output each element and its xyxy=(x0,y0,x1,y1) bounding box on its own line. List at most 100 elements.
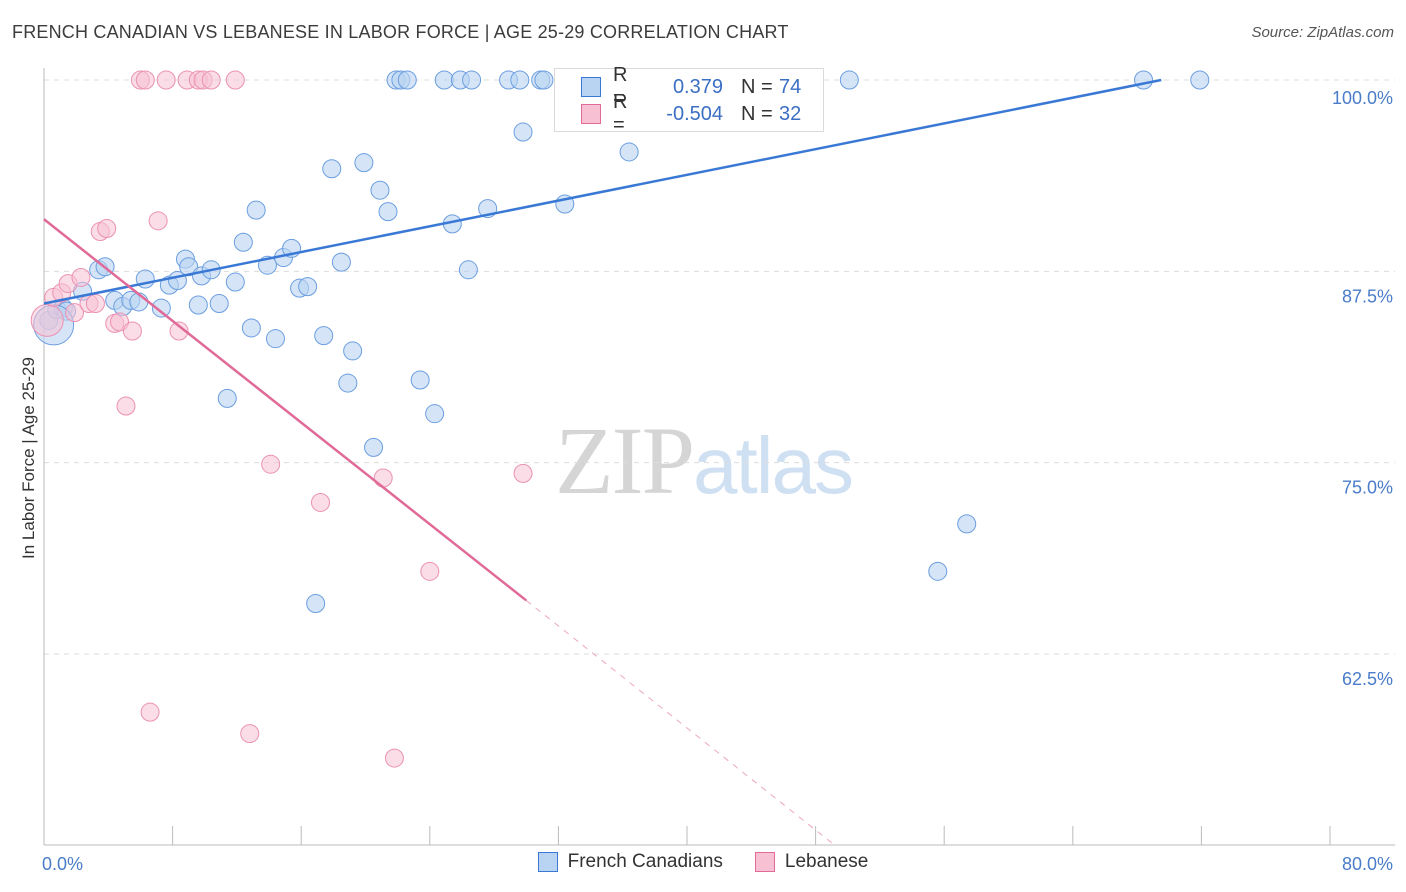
lebanese-point xyxy=(30,303,64,337)
lebanese-point xyxy=(110,312,130,332)
legend-item-lebanese: Lebanese xyxy=(754,851,869,873)
legend-r-value-french: 0.379 xyxy=(672,75,723,98)
y-tick-labels: 62.5% 75.0% 87.5% 100.0% xyxy=(1332,88,1393,689)
legend-r-value-lebanese: -0.504 xyxy=(666,102,723,125)
x-tick-label: 0.0% xyxy=(42,854,83,874)
french-canadian-point xyxy=(298,277,318,297)
french-canadian-point xyxy=(378,202,398,222)
source-label: Source: ZipAtlas.com xyxy=(1251,24,1394,41)
french-canadian-point xyxy=(241,318,261,338)
watermark: ZIPatlas xyxy=(555,405,854,516)
french-canadian-point xyxy=(331,252,351,272)
french-canadian-point xyxy=(397,70,417,90)
x-tick-labels: 0.0% 80.0% xyxy=(42,854,1393,874)
legend-row-french: R = 0.379 N = 74 xyxy=(555,64,802,109)
y-tick-label: 100.0% xyxy=(1332,88,1393,108)
chart-title: FRENCH CANADIAN VS LEBANESE IN LABOR FOR… xyxy=(12,22,789,42)
french-canadian-point xyxy=(370,180,390,200)
french-canadian-point xyxy=(225,272,245,292)
french-canadian-point xyxy=(1190,70,1210,90)
french-canadian-point xyxy=(354,153,374,173)
lebanese-points xyxy=(30,70,533,768)
lebanese-point xyxy=(85,293,105,313)
correlation-legend: R = 0.379 N = 74 R = -0.504 N = 32 xyxy=(554,64,824,136)
lebanese-point xyxy=(373,468,393,488)
lebanese-point xyxy=(384,748,404,768)
french-canadian-point xyxy=(434,70,454,90)
legend-swatch-french xyxy=(581,77,601,97)
lebanese-point xyxy=(71,267,91,287)
y-tick-label: 75.0% xyxy=(1342,478,1393,498)
lebanese-point xyxy=(122,321,142,341)
legend-swatch-french xyxy=(537,852,558,872)
legend-n-value-french: 74 xyxy=(779,75,802,98)
legend-swatch-lebanese xyxy=(581,104,601,124)
legend-item-french: French Canadians xyxy=(537,851,723,873)
french-canadian-point xyxy=(246,200,266,220)
lebanese-point xyxy=(148,211,168,231)
legend-r-label: R = xyxy=(613,91,628,136)
french-canadian-point xyxy=(957,514,977,534)
y-tick-label: 87.5% xyxy=(1342,286,1393,306)
french-canadian-point xyxy=(462,70,482,90)
watermark-zip: ZIP xyxy=(555,407,695,514)
lebanese-point xyxy=(420,561,440,581)
french-canadian-point xyxy=(233,232,253,252)
lebanese-trend-line xyxy=(43,218,528,602)
legend-n-label: N = xyxy=(741,75,773,98)
legend-swatch-lebanese xyxy=(754,852,775,872)
french-canadian-point xyxy=(1134,70,1154,90)
french-canadian-point xyxy=(364,437,384,457)
legend-r-label: R = xyxy=(613,64,628,109)
french-canadian-points xyxy=(33,70,1210,613)
lebanese-point xyxy=(513,463,533,483)
french-canadian-point xyxy=(151,298,171,318)
lebanese-point xyxy=(310,492,330,512)
legend-label-lebanese: Lebanese xyxy=(784,851,869,872)
lebanese-point xyxy=(156,70,176,90)
trend-lines xyxy=(43,78,1162,846)
lebanese-point xyxy=(201,70,221,90)
lebanese-point xyxy=(135,70,155,90)
lebanese-point xyxy=(261,454,281,474)
french-canadian-point xyxy=(534,70,554,90)
french-canadian-point xyxy=(314,326,334,346)
french-canadian-trend-line xyxy=(43,78,1162,305)
lebanese-trend-extension xyxy=(525,600,836,846)
axes xyxy=(43,68,1395,846)
french-canadian-point xyxy=(338,373,358,393)
lebanese-point xyxy=(97,218,117,238)
lebanese-point xyxy=(116,396,136,416)
lebanese-point xyxy=(65,303,85,323)
legend-n-value-lebanese: 32 xyxy=(779,102,802,125)
french-canadian-point xyxy=(217,388,237,408)
french-canadian-point xyxy=(839,70,859,90)
french-canadian-point xyxy=(928,561,948,581)
french-canadian-point xyxy=(209,293,229,313)
lebanese-point xyxy=(240,724,260,744)
french-canadian-point xyxy=(458,260,478,280)
y-tick-label: 62.5% xyxy=(1342,669,1393,689)
series-legend: French Canadians Lebanese xyxy=(0,851,1406,873)
lebanese-point xyxy=(140,702,160,722)
legend-n-label: N = xyxy=(741,102,773,125)
french-canadian-point xyxy=(410,370,430,390)
french-canadian-point xyxy=(513,122,533,142)
french-canadian-point xyxy=(510,70,530,90)
legend-row-lebanese: R = -0.504 N = 32 xyxy=(555,91,802,136)
legend-label-french: French Canadians xyxy=(567,851,723,872)
french-canadian-point xyxy=(619,142,639,162)
french-canadian-point xyxy=(343,341,363,361)
x-tick-label: 80.0% xyxy=(1342,854,1393,874)
french-canadian-point xyxy=(322,159,342,179)
french-canadian-point xyxy=(188,295,208,315)
lebanese-point xyxy=(169,321,189,341)
french-canadian-point xyxy=(425,404,445,424)
lebanese-point xyxy=(225,70,245,90)
french-canadian-point xyxy=(265,329,285,349)
french-canadian-point xyxy=(306,593,326,613)
grid-lines xyxy=(44,79,1395,655)
watermark-atlas: atlas xyxy=(693,421,854,510)
y-axis-label: In Labor Force | Age 25-29 xyxy=(19,357,38,559)
